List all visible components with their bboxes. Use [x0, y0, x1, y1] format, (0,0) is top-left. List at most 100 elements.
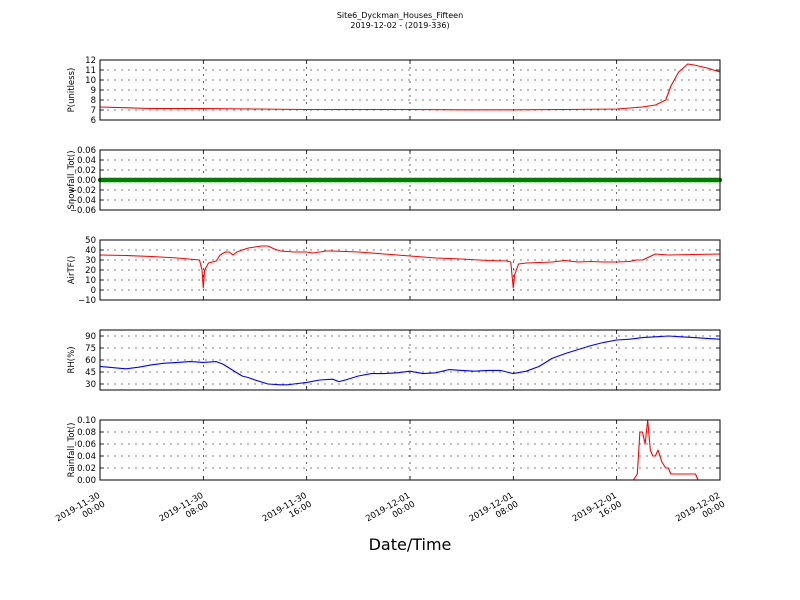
y-tick-label: 60	[85, 356, 96, 366]
series-point	[513, 178, 517, 182]
series-point	[458, 178, 462, 182]
chart-panel-2: −0.06−0.04−0.020.000.020.040.06Snowfall_…	[67, 146, 722, 216]
series-point	[643, 178, 647, 182]
series-point	[268, 178, 272, 182]
series-point	[258, 178, 262, 182]
series-point	[273, 178, 277, 182]
series-point	[253, 178, 257, 182]
y-axis-label: Rainfall_Tot()	[67, 423, 77, 478]
series-point	[348, 178, 352, 182]
series-point	[703, 178, 707, 182]
series-point	[468, 178, 472, 182]
series-point	[503, 178, 507, 182]
series-point	[213, 178, 217, 182]
y-tick-label: 6	[91, 116, 96, 126]
series-point	[218, 178, 222, 182]
series-point	[683, 178, 687, 182]
series-point	[113, 178, 117, 182]
series-point	[133, 178, 137, 182]
series-point	[473, 178, 477, 182]
y-tick-label: 0.08	[77, 428, 96, 438]
series-point	[613, 178, 617, 182]
series-point	[483, 178, 487, 182]
series-point	[543, 178, 547, 182]
x-axis-label: Date/Time	[0, 535, 800, 554]
series-point	[358, 178, 362, 182]
series-point	[668, 178, 672, 182]
y-tick-label: 45	[85, 368, 96, 378]
y-tick-label: 20	[85, 266, 96, 276]
y-axis-label: AirTF()	[67, 256, 77, 284]
series-point	[628, 178, 632, 182]
y-tick-label: 40	[85, 246, 96, 256]
series-point	[393, 178, 397, 182]
series-point	[313, 178, 317, 182]
series-point	[108, 178, 112, 182]
y-tick-label: 0.06	[77, 440, 96, 450]
series-point	[238, 178, 242, 182]
series-point	[428, 178, 432, 182]
series-point	[243, 178, 247, 182]
series-point	[423, 178, 427, 182]
series-point	[208, 178, 212, 182]
series-point	[248, 178, 252, 182]
series-point	[123, 178, 127, 182]
series-point	[288, 178, 292, 182]
series-point	[508, 178, 512, 182]
series-point	[378, 178, 382, 182]
series-point	[533, 178, 537, 182]
series-point	[203, 178, 207, 182]
series-point	[463, 178, 467, 182]
y-tick-label: 30	[85, 256, 96, 266]
chart-panel-1: 6789101112P(unitless)	[67, 56, 720, 126]
series-point	[623, 178, 627, 182]
series-point	[153, 178, 157, 182]
series-point	[708, 178, 712, 182]
series-point	[173, 178, 177, 182]
y-tick-label: 30	[85, 380, 96, 390]
y-tick-label: 0.04	[77, 156, 96, 166]
series-point	[143, 178, 147, 182]
series-point	[333, 178, 337, 182]
y-tick-label: −10	[78, 296, 96, 306]
series-point	[158, 178, 162, 182]
series-point	[303, 178, 307, 182]
y-tick-label: 0.00	[77, 176, 96, 186]
series-point	[603, 178, 607, 182]
series-line	[100, 336, 720, 385]
x-tick-label: 2019-12-0100:00	[364, 491, 417, 533]
y-tick-label: 0.04	[77, 452, 96, 462]
series-point	[648, 178, 652, 182]
series-point	[478, 178, 482, 182]
series-point	[608, 178, 612, 182]
series-point	[368, 178, 372, 182]
series-point	[363, 178, 367, 182]
y-axis-label: Snowfall_Tot()	[67, 150, 77, 209]
series-point	[658, 178, 662, 182]
series-point	[388, 178, 392, 182]
series-point	[353, 178, 357, 182]
series-point	[383, 178, 387, 182]
y-axis-label: P(unitless)	[67, 68, 77, 113]
series-point	[233, 178, 237, 182]
series-point	[453, 178, 457, 182]
series-point	[323, 178, 327, 182]
series-point	[228, 178, 232, 182]
series-point	[373, 178, 377, 182]
series-point	[663, 178, 667, 182]
series-point	[198, 178, 202, 182]
series-point	[548, 178, 552, 182]
series-point	[678, 178, 682, 182]
series-point	[558, 178, 562, 182]
series-point	[338, 178, 342, 182]
y-tick-label: 10	[85, 276, 96, 286]
series-point	[308, 178, 312, 182]
series-point	[343, 178, 347, 182]
y-tick-label: 50	[85, 236, 96, 246]
series-point	[398, 178, 402, 182]
series-point	[443, 178, 447, 182]
